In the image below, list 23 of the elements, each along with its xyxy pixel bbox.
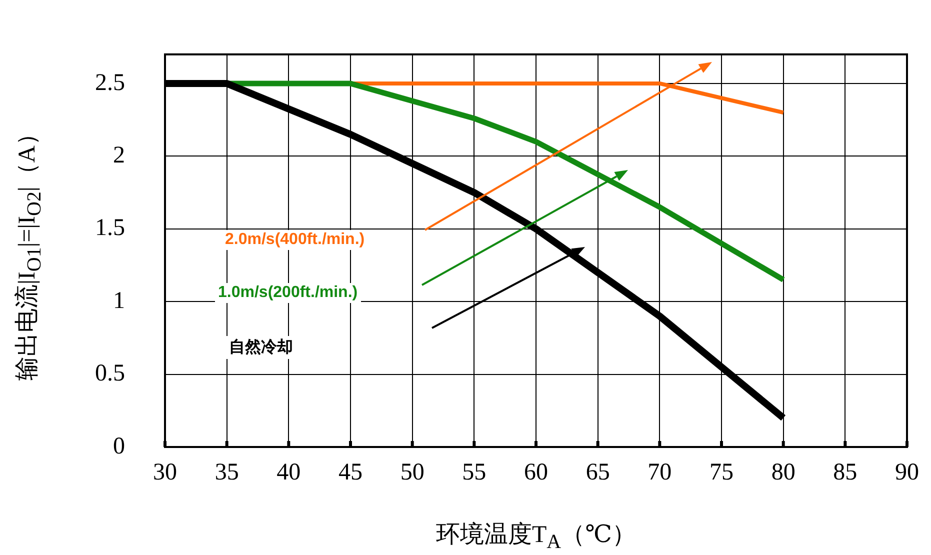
annotation: 自然冷却 — [226, 336, 296, 359]
x-tick-label: 35 — [214, 460, 239, 486]
x-tick-label: 90 — [895, 460, 919, 486]
y-tick-label: 0 — [113, 433, 125, 460]
x-tick-label: 65 — [586, 460, 610, 486]
annotation: 1.0m/s(200ft./min.) — [215, 283, 361, 303]
x-tick-label: 30 — [153, 460, 177, 486]
y-tick-label: 1 — [113, 288, 125, 314]
y-tick-label: 2.5 — [95, 70, 125, 96]
x-tick-label: 85 — [833, 460, 858, 486]
x-tick-label: 80 — [771, 460, 796, 486]
x-tick-label: 45 — [338, 460, 362, 486]
x-tick-label: 60 — [524, 460, 548, 486]
x-tick-label: 50 — [400, 460, 424, 486]
x-tick-label: 70 — [648, 460, 672, 486]
y-tick-label: 1.5 — [95, 215, 125, 242]
y-tick-label: 0.5 — [95, 360, 125, 387]
x-axis-title: 环境温度T$_{A}$（℃） — [436, 520, 636, 554]
x-tick-label: 40 — [276, 460, 301, 486]
x-tick-label: 75 — [710, 460, 734, 486]
annotation: 2.0m/s(400ft./min.) — [222, 230, 368, 250]
y-tick-label: 2 — [113, 142, 125, 168]
x-tick-label: 55 — [462, 460, 486, 486]
